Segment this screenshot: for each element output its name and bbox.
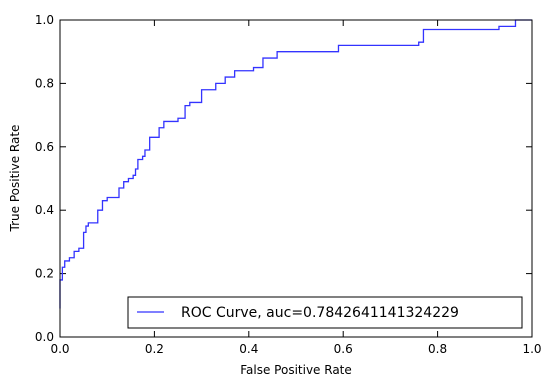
legend-box	[127, 296, 523, 329]
x-axis-label: False Positive Rate	[240, 363, 352, 377]
x-tick-label-0: 0.0	[50, 342, 69, 356]
y-tick-label-1: 0.2	[35, 267, 54, 281]
y-tick-label-2: 0.4	[35, 203, 54, 217]
y-tick-label-3: 0.6	[35, 140, 54, 154]
x-tick-label-2: 0.4	[239, 342, 258, 356]
x-tick-label-3: 0.6	[334, 342, 353, 356]
y-tick-label-4: 0.8	[35, 76, 54, 90]
y-tick-label-0: 0.0	[35, 330, 54, 344]
legend-entry-roc: ROC Curve, auc=0.7842641141324229	[181, 305, 459, 321]
x-tick-label-1: 0.2	[145, 342, 164, 356]
series-line-roc-curve	[59, 19, 532, 309]
axes-frame	[59, 19, 533, 338]
legend: ROC Curve, auc=0.7842641141324229	[127, 296, 523, 329]
plot-area	[60, 20, 532, 337]
x-tick-label-5: 1.0	[522, 342, 541, 356]
x-tick-label-4: 0.8	[428, 342, 447, 356]
y-axis-label: True Positive Rate	[8, 125, 22, 233]
tick-labels: 0.0 0.2 0.4 0.6 0.8 1.0 0.0 0.2 0.4 0.6 0.8 1.0	[35, 13, 542, 356]
y-tick-label-5: 1.0	[35, 13, 54, 27]
series	[59, 19, 532, 309]
